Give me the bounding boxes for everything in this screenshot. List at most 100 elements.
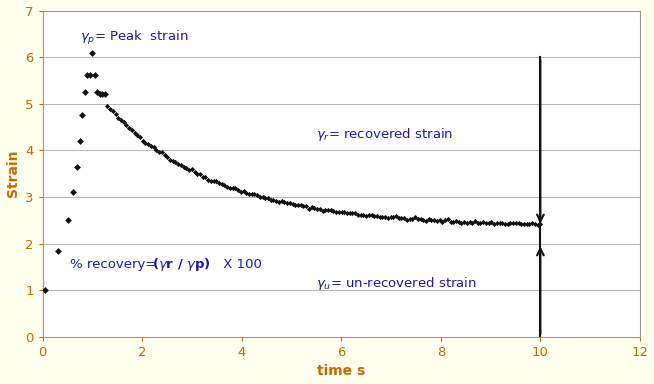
Point: [252, 192, 262, 198]
Point: [369, 213, 379, 219]
Point: [519, 220, 529, 227]
Point: [132, 132, 143, 138]
Point: [339, 209, 349, 215]
Point: [440, 217, 451, 223]
Point: [355, 212, 366, 218]
Point: [451, 218, 461, 224]
Point: [148, 144, 159, 151]
Point: [209, 177, 219, 184]
Point: [483, 219, 494, 225]
Point: [470, 218, 480, 224]
Point: [167, 157, 178, 164]
Point: [216, 181, 227, 187]
Point: [434, 217, 445, 223]
Point: [331, 209, 341, 215]
Point: [40, 287, 50, 293]
Point: [244, 191, 254, 197]
Point: [230, 185, 241, 191]
Point: [320, 207, 330, 213]
Point: [315, 206, 325, 212]
Point: [326, 207, 336, 213]
Point: [266, 197, 276, 203]
Text: $\gamma_r$= recovered strain: $\gamma_r$= recovered strain: [317, 126, 454, 142]
Point: [456, 220, 467, 226]
Point: [448, 218, 458, 225]
Point: [525, 221, 535, 227]
Point: [296, 202, 306, 208]
Point: [173, 161, 183, 167]
Text: $\gamma_p$= Peak  strain: $\gamma_p$= Peak strain: [80, 28, 188, 46]
Point: [205, 177, 216, 184]
Point: [95, 91, 105, 98]
Point: [317, 208, 328, 214]
Point: [426, 217, 437, 223]
Point: [200, 174, 211, 180]
Point: [279, 199, 290, 205]
Point: [219, 182, 230, 189]
Point: [260, 195, 271, 201]
Point: [322, 207, 333, 213]
Point: [271, 199, 281, 205]
Point: [385, 214, 396, 220]
Point: [309, 205, 320, 211]
Point: [121, 122, 131, 128]
Point: [203, 177, 213, 183]
Point: [80, 89, 90, 95]
Point: [179, 164, 189, 170]
Point: [366, 212, 377, 218]
Point: [113, 114, 124, 121]
Point: [404, 216, 415, 222]
Point: [170, 159, 181, 165]
Point: [380, 214, 390, 220]
Point: [67, 189, 78, 195]
Point: [118, 119, 129, 125]
Point: [235, 189, 246, 195]
Point: [154, 149, 164, 156]
Point: [513, 220, 524, 227]
Text: $\gamma_u$= un-recovered strain: $\gamma_u$= un-recovered strain: [317, 275, 477, 292]
Point: [284, 200, 295, 206]
Point: [453, 219, 464, 225]
Point: [443, 217, 453, 223]
Point: [312, 206, 322, 212]
Point: [459, 218, 470, 225]
Point: [415, 216, 426, 222]
Point: [140, 140, 150, 146]
Point: [146, 143, 156, 149]
Point: [388, 214, 398, 220]
Point: [162, 154, 173, 160]
Point: [52, 248, 63, 254]
Point: [535, 220, 545, 227]
Point: [192, 171, 203, 177]
Point: [290, 202, 300, 208]
Point: [516, 221, 526, 227]
Point: [156, 149, 167, 155]
Point: [462, 220, 472, 226]
Point: [258, 194, 268, 200]
Point: [413, 217, 423, 223]
Point: [505, 220, 515, 226]
Point: [481, 220, 491, 227]
Point: [350, 210, 360, 216]
Point: [233, 187, 243, 193]
Point: [82, 72, 93, 78]
Point: [489, 221, 499, 227]
Point: [87, 50, 97, 56]
Point: [532, 222, 543, 228]
Point: [464, 218, 475, 225]
Point: [282, 200, 292, 206]
Point: [500, 221, 510, 227]
Point: [127, 127, 137, 133]
Point: [429, 217, 439, 223]
Point: [530, 220, 540, 227]
Point: [399, 215, 409, 222]
Point: [361, 213, 371, 219]
Point: [424, 216, 434, 222]
Point: [137, 137, 148, 144]
Point: [129, 130, 140, 136]
Point: [135, 134, 145, 140]
Point: [421, 218, 431, 224]
Point: [394, 215, 404, 221]
Point: [377, 214, 388, 220]
Point: [502, 221, 513, 227]
